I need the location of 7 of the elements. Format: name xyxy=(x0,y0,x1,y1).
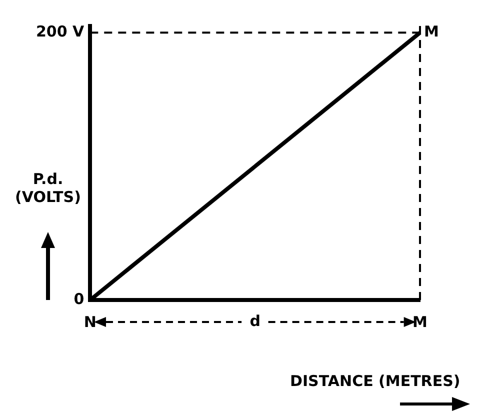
y-tick-label: 200 V xyxy=(36,22,85,41)
x-tick-label: N xyxy=(84,312,96,331)
x-axis-title: DISTANCE (METRES) xyxy=(290,372,460,390)
y-axis-title: P.d. (VOLTS) xyxy=(14,170,82,206)
y-tick-label: 0 xyxy=(74,290,84,308)
text: d xyxy=(250,312,260,330)
annotation: M xyxy=(424,22,439,41)
